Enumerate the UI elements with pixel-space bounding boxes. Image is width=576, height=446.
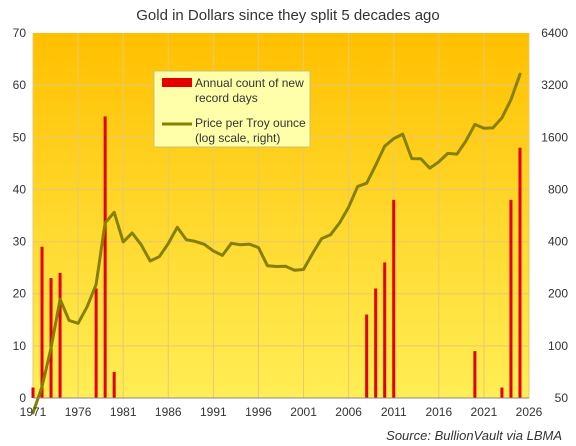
left-axis-ticks: 0 10 20 30 40 50 60 70 [13,26,27,405]
x-tick-label: 1991 [200,405,227,419]
x-tick-label: 2021 [471,405,498,419]
bar-2010 [383,262,387,398]
legend-bar-label-line1: Annual count of new [195,76,304,90]
bar-2024 [509,199,513,398]
bar-1972 [40,246,44,398]
left-tick-label: 40 [13,182,27,196]
right-axis-ticks: 50 100 200 400 800 1600 3200 6400 [541,26,568,405]
legend-bar-label-line2: record days [195,91,258,105]
bar-1980 [112,371,116,398]
legend-line-label-line1: Price per Troy ounce [195,116,306,130]
bar-2025 [518,147,522,398]
left-tick-label: 20 [13,287,27,301]
legend-line-label-line2: (log scale, right) [195,131,280,145]
x-tick-label: 1986 [155,405,182,419]
right-tick-label: 6400 [541,26,568,40]
bar-1971 [31,387,35,398]
x-tick-label: 2011 [381,405,407,419]
price-line-series [31,72,522,415]
x-tick-label: 2006 [335,405,362,419]
bar-2023 [500,387,504,398]
bar-2011 [392,199,396,398]
right-tick-label: 3200 [541,78,568,92]
right-tick-label: 100 [548,339,568,353]
bar-2008 [365,314,369,398]
bar-1974 [58,272,62,398]
bar-series [31,116,522,398]
x-tick-label: 1971 [20,405,47,419]
bar-2009 [374,288,378,398]
right-tick-label: 50 [555,391,569,405]
legend-bar-swatch [162,78,192,87]
left-tick-label: 10 [13,339,27,353]
left-tick-label: 30 [13,235,27,249]
source-note: Source: BullionVault via LBMA [386,428,562,443]
x-tick-label: 1981 [110,405,137,419]
left-tick-label: 70 [13,26,27,40]
left-tick-label: 50 [13,130,27,144]
bar-2020 [473,351,477,398]
bar-1973 [49,278,53,398]
left-tick-label: 0 [19,391,26,405]
bar-1979 [103,116,107,398]
x-tick-label: 1996 [245,405,272,419]
left-tick-label: 60 [13,78,27,92]
x-tick-label: 2016 [425,405,452,419]
right-tick-label: 400 [548,235,568,249]
x-axis-ticks: 1971 1976 1981 1986 1991 1996 2001 2006 2011 2016… [20,405,543,419]
x-tick-label: 2001 [290,405,317,419]
chart-title: Gold in Dollars since they split 5 decad… [136,7,440,24]
bar-1978 [94,288,98,398]
right-tick-label: 200 [548,287,568,301]
legend: Annual count of new record days Price pe… [153,70,311,148]
right-tick-label: 1600 [541,130,568,144]
x-tick-label: 1976 [65,405,92,419]
x-tick-label: 2026 [516,405,543,419]
right-tick-label: 800 [548,182,568,196]
